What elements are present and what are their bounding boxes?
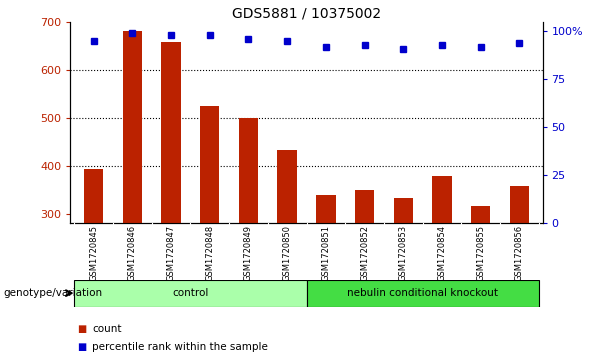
Text: nebulin conditional knockout: nebulin conditional knockout (347, 288, 498, 298)
Text: GSM1720853: GSM1720853 (398, 225, 408, 281)
Bar (74, 280, 306, 307)
Text: GSM1720851: GSM1720851 (321, 225, 330, 281)
Text: genotype/variation: genotype/variation (3, 288, 102, 298)
Bar (509, 186, 529, 223)
Text: GSM1720854: GSM1720854 (438, 225, 446, 281)
Bar (278, 150, 297, 223)
Title: GDS5881 / 10375002: GDS5881 / 10375002 (232, 7, 381, 21)
Bar (200, 106, 219, 223)
Text: count: count (92, 323, 121, 334)
Text: GSM1720846: GSM1720846 (128, 225, 137, 281)
Bar (84, 169, 104, 223)
Bar (316, 195, 335, 223)
Bar (432, 176, 452, 223)
Text: GSM1720850: GSM1720850 (283, 225, 292, 281)
Text: GSM1720848: GSM1720848 (205, 225, 215, 281)
Bar (123, 31, 142, 223)
Bar (355, 189, 374, 223)
Text: GSM1720856: GSM1720856 (515, 225, 524, 281)
Text: GSM1720855: GSM1720855 (476, 225, 485, 281)
Text: GSM1720852: GSM1720852 (360, 225, 369, 281)
Text: GSM1720847: GSM1720847 (167, 225, 175, 281)
Bar (239, 118, 258, 223)
Bar (306, 280, 539, 307)
Text: control: control (172, 288, 208, 298)
Bar (161, 42, 181, 223)
Text: ■: ■ (77, 323, 86, 334)
Text: percentile rank within the sample: percentile rank within the sample (92, 342, 268, 352)
Bar (471, 207, 490, 223)
Bar (394, 198, 413, 223)
Text: GSM1720845: GSM1720845 (89, 225, 98, 281)
Text: ■: ■ (77, 342, 86, 352)
Text: GSM1720849: GSM1720849 (244, 225, 253, 281)
